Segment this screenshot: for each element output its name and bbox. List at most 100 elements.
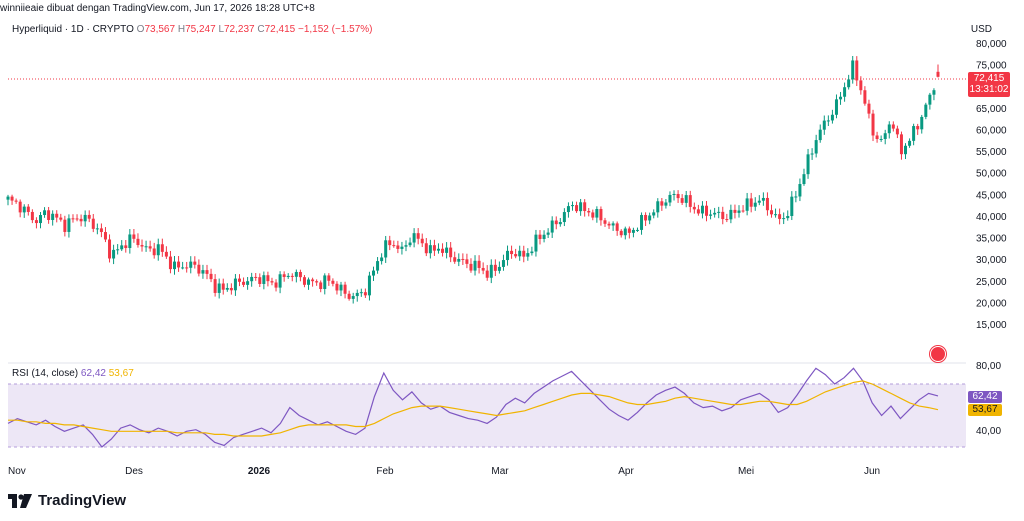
candle-body: [79, 218, 83, 222]
price-tick-label: 30,000: [976, 255, 1007, 266]
candle-body: [725, 219, 729, 221]
candle-body: [863, 90, 867, 104]
candle-body: [595, 209, 599, 218]
candle-body: [510, 250, 514, 255]
candle-body: [205, 270, 209, 274]
candle-body: [481, 267, 485, 271]
candle-body: [185, 267, 189, 269]
candle-body: [445, 247, 449, 253]
candle-body: [916, 126, 920, 130]
candle-body: [14, 200, 18, 202]
candle-body: [327, 275, 331, 281]
candle-body: [367, 275, 371, 296]
time-tick-label: Apr: [618, 466, 634, 477]
candle-body: [895, 128, 899, 135]
candle-body: [717, 211, 721, 213]
price-tick-label: 75,000: [976, 61, 1007, 72]
candle-body: [428, 245, 432, 254]
candle-body: [270, 281, 274, 283]
candle-body: [47, 210, 51, 221]
candle-body: [534, 234, 538, 252]
candle-body: [786, 215, 790, 219]
candle-body: [501, 260, 505, 267]
candle-body: [225, 287, 229, 290]
candle-body: [242, 281, 246, 285]
candle-body: [465, 259, 469, 264]
candle-body: [839, 96, 843, 100]
candle-body: [71, 218, 75, 220]
symbol-title: Hyperliquid · 1D · CRYPTO: [12, 24, 134, 35]
candle-body: [733, 209, 737, 213]
candle-body: [814, 140, 818, 154]
candle-body: [489, 264, 493, 278]
candle-body: [932, 90, 936, 95]
candle-body: [148, 246, 152, 249]
change-value: −1,152 (−1.57%): [297, 24, 373, 35]
candle-body: [745, 198, 749, 211]
candle-body: [778, 214, 782, 219]
open-label: O: [136, 24, 145, 35]
candle-body: [120, 245, 124, 250]
candle-body: [453, 257, 457, 262]
candle-body: [103, 232, 107, 240]
candle-body: [351, 296, 355, 299]
candle-body: [156, 244, 160, 256]
candle-body: [843, 87, 847, 97]
candle-body: [173, 261, 177, 270]
candle-body: [6, 196, 10, 200]
rsi-legend: RSI (14, close) 62,42 53,67: [12, 368, 134, 379]
candle-body: [680, 198, 684, 203]
rsi-value-tag: 62,42: [968, 391, 1002, 403]
candle-body: [380, 257, 384, 262]
candle-body: [164, 251, 168, 257]
candle-body: [583, 202, 587, 212]
flag-icon[interactable]: [930, 346, 946, 362]
rsi-series-line: [7, 367, 939, 448]
candle-body: [420, 238, 424, 244]
candle-body: [404, 245, 408, 247]
candle-body: [635, 229, 639, 231]
candle-body: [668, 194, 672, 203]
candle-body: [912, 126, 916, 141]
candle-body: [875, 135, 879, 140]
candle-body: [904, 145, 908, 155]
candle-body: [355, 292, 359, 297]
candle-body: [530, 251, 534, 254]
candle-body: [546, 232, 550, 235]
candle-body: [810, 153, 814, 155]
candle-body: [477, 260, 481, 268]
candle-body: [526, 253, 530, 257]
candle-body: [908, 140, 912, 146]
candle-body: [700, 205, 704, 214]
candle-body: [936, 71, 940, 77]
candle-body: [38, 215, 42, 224]
candle-body: [721, 211, 725, 220]
candles-group: [6, 56, 940, 304]
candle-body: [640, 214, 644, 230]
candle-body: [713, 212, 717, 215]
candle-body: [611, 223, 615, 226]
candle-body: [55, 213, 59, 218]
candle-body: [469, 263, 473, 271]
candle-body: [587, 211, 591, 213]
candle-body: [51, 213, 55, 221]
candle-body: [806, 154, 810, 175]
candle-body: [579, 202, 583, 212]
candle-body: [323, 275, 327, 289]
candle-body: [67, 218, 71, 232]
candle-body: [43, 210, 47, 216]
candle-body: [550, 220, 554, 233]
candle-body: [782, 218, 786, 220]
candle-body: [924, 104, 928, 117]
price-tick-label: 40,000: [976, 212, 1007, 223]
candle-body: [116, 249, 120, 251]
candle-body: [834, 99, 838, 115]
candle-body: [705, 205, 709, 216]
tradingview-logo-icon: [8, 493, 32, 508]
rsi-tick-label: 80,00: [976, 361, 1001, 372]
price-tick-label: 80,000: [976, 39, 1007, 50]
candle-body: [493, 264, 497, 271]
candle-body: [294, 271, 298, 277]
candle-body: [542, 234, 546, 239]
